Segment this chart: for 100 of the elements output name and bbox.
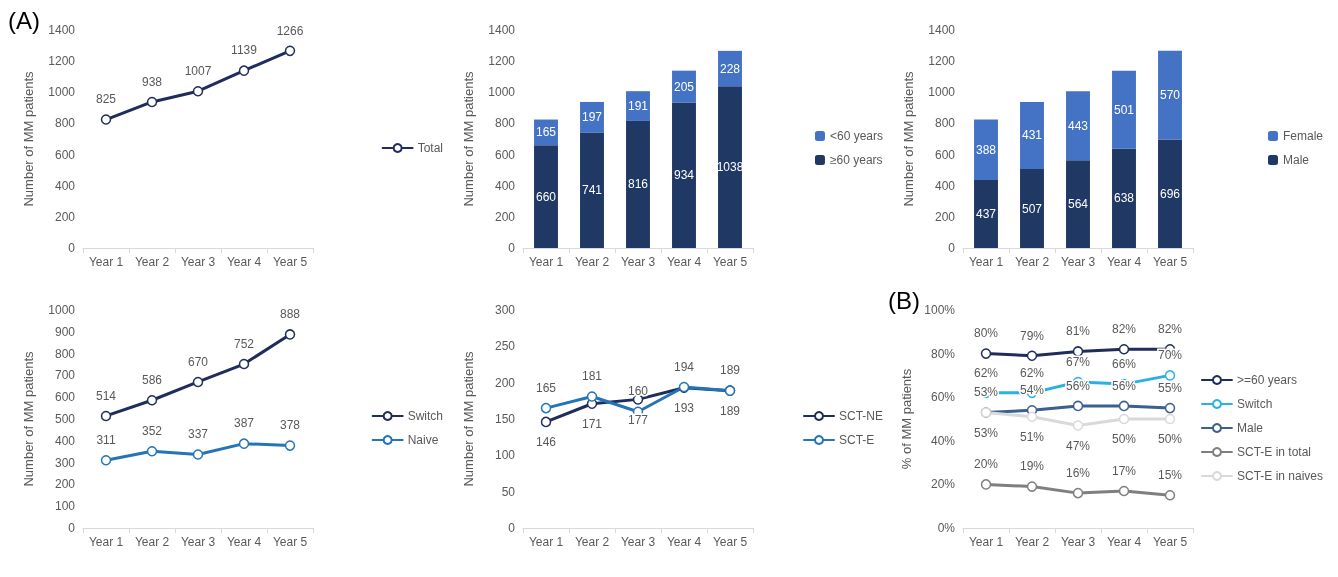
- data-label: 507: [1021, 201, 1043, 216]
- data-label: 191: [627, 99, 649, 114]
- x-tick-label: Year 3: [620, 535, 656, 549]
- x-tick-label: Year 5: [1152, 255, 1188, 269]
- data-label: 564: [1067, 197, 1089, 212]
- legend-label: >=60 years: [1236, 373, 1298, 387]
- data-label: 70%: [1157, 348, 1183, 363]
- text: (B): [888, 286, 920, 314]
- y-tick-label: 100%: [924, 303, 956, 317]
- x-tick-label: Year 2: [1014, 535, 1050, 549]
- y-tick-label: 400: [54, 178, 76, 193]
- data-label: 177: [627, 412, 649, 427]
- x-tick-label: Year 1: [528, 255, 564, 269]
- y-tick-label: 800: [494, 116, 516, 131]
- data-label: 81%: [1065, 324, 1091, 339]
- data-label: 670: [187, 354, 209, 369]
- legend-label: Male: [1236, 421, 1264, 435]
- data-label: 50%: [1111, 432, 1137, 447]
- y-tick-label: 700: [54, 368, 76, 383]
- data-label: 1139: [231, 43, 258, 58]
- data-label: 752: [233, 336, 255, 351]
- data-label: 825: [95, 92, 117, 107]
- legend-label: Total: [417, 141, 444, 155]
- x-tick-label: Year 3: [1060, 535, 1096, 549]
- y-tick-label: 1000: [928, 85, 956, 100]
- y-tick-label: 1000: [488, 85, 516, 100]
- data-label: 20%: [973, 457, 999, 472]
- x-tick-label: Year 1: [88, 535, 124, 549]
- y-tick-label: 300: [494, 303, 516, 317]
- x-tick-label: Year 4: [666, 535, 702, 549]
- data-label: 165: [535, 380, 557, 395]
- data-label: 16%: [1065, 465, 1091, 480]
- data-label: 146: [535, 435, 557, 450]
- y-tick-label: 800: [54, 346, 76, 361]
- y-tick-label: 1000: [48, 85, 76, 100]
- data-label: 19%: [1019, 459, 1045, 474]
- data-label: 352: [141, 424, 163, 439]
- y-tick-label: 0: [948, 241, 956, 255]
- x-tick-label: Year 5: [712, 535, 748, 549]
- x-tick-label: Year 4: [1106, 255, 1142, 269]
- legend-label: ≥60 years: [829, 153, 883, 167]
- data-label: 1038: [716, 160, 744, 175]
- legend-label: <60 years: [829, 129, 884, 143]
- data-label: 205: [673, 79, 695, 94]
- y-axis-title: Number of MM patients: [21, 70, 36, 207]
- data-label: 80%: [973, 326, 999, 341]
- data-label: 816: [627, 177, 649, 192]
- y-tick-label: 100: [494, 448, 516, 463]
- y-tick-label: 500: [54, 412, 76, 426]
- y-tick-label: 1000: [48, 303, 76, 317]
- y-tick-label: 600: [54, 147, 76, 162]
- legend-label: SCT-NE: [839, 409, 884, 423]
- data-label: 1007: [184, 63, 212, 78]
- y-tick-label: 0: [68, 521, 76, 535]
- y-tick-label: 1200: [48, 54, 76, 69]
- x-tick-label: Year 1: [528, 535, 564, 549]
- x-tick-label: Year 4: [1106, 535, 1142, 549]
- y-axis-title: Number of MM patients: [21, 350, 36, 487]
- y-tick-label: 0: [508, 521, 516, 535]
- y-tick-label: 40%: [930, 433, 956, 448]
- data-label: 193: [673, 401, 695, 415]
- data-label: 387: [233, 416, 255, 431]
- y-tick-label: 100: [54, 499, 76, 514]
- y-tick-label: 400: [934, 178, 956, 193]
- data-label: 938: [141, 74, 163, 89]
- x-tick-label: Year 4: [226, 535, 262, 549]
- y-tick-label: 200: [54, 477, 76, 492]
- data-label: 55%: [1157, 380, 1183, 395]
- data-label: 171: [581, 416, 603, 431]
- y-tick-label: 60%: [930, 390, 956, 405]
- data-label: 165: [535, 125, 557, 140]
- x-tick-label: Year 5: [1152, 535, 1188, 549]
- data-label: 197: [581, 110, 603, 125]
- y-axis-title: Number of MM patients: [901, 70, 916, 207]
- data-label: 514: [95, 388, 117, 403]
- data-label: 311: [96, 432, 116, 447]
- data-label: 337: [187, 427, 209, 442]
- y-tick-label: 800: [54, 116, 76, 131]
- data-label: 50%: [1157, 432, 1183, 447]
- y-tick-label: 600: [54, 390, 76, 405]
- data-label: 47%: [1065, 438, 1091, 453]
- data-label: 431: [1021, 128, 1043, 143]
- data-label: 53%: [973, 425, 999, 440]
- y-tick-label: 150: [494, 412, 516, 426]
- data-label: 1266: [276, 23, 304, 38]
- data-label: 160: [627, 384, 649, 399]
- y-tick-label: 600: [934, 147, 956, 162]
- data-label: 62%: [1019, 365, 1045, 380]
- data-label: 437: [975, 206, 997, 221]
- x-tick-label: Year 2: [134, 535, 170, 549]
- y-tick-label: 900: [54, 324, 76, 339]
- y-axis-title: % of MM patients: [899, 368, 915, 470]
- y-tick-label: 200: [494, 375, 516, 390]
- data-label: 82%: [1157, 321, 1183, 336]
- y-tick-label: 800: [934, 116, 956, 131]
- data-label: 82%: [1111, 321, 1137, 336]
- legend-label: Switch: [1236, 397, 1273, 411]
- x-tick-label: Year 1: [968, 255, 1004, 269]
- x-tick-label: Year 4: [226, 255, 262, 269]
- x-tick-label: Year 2: [134, 255, 170, 269]
